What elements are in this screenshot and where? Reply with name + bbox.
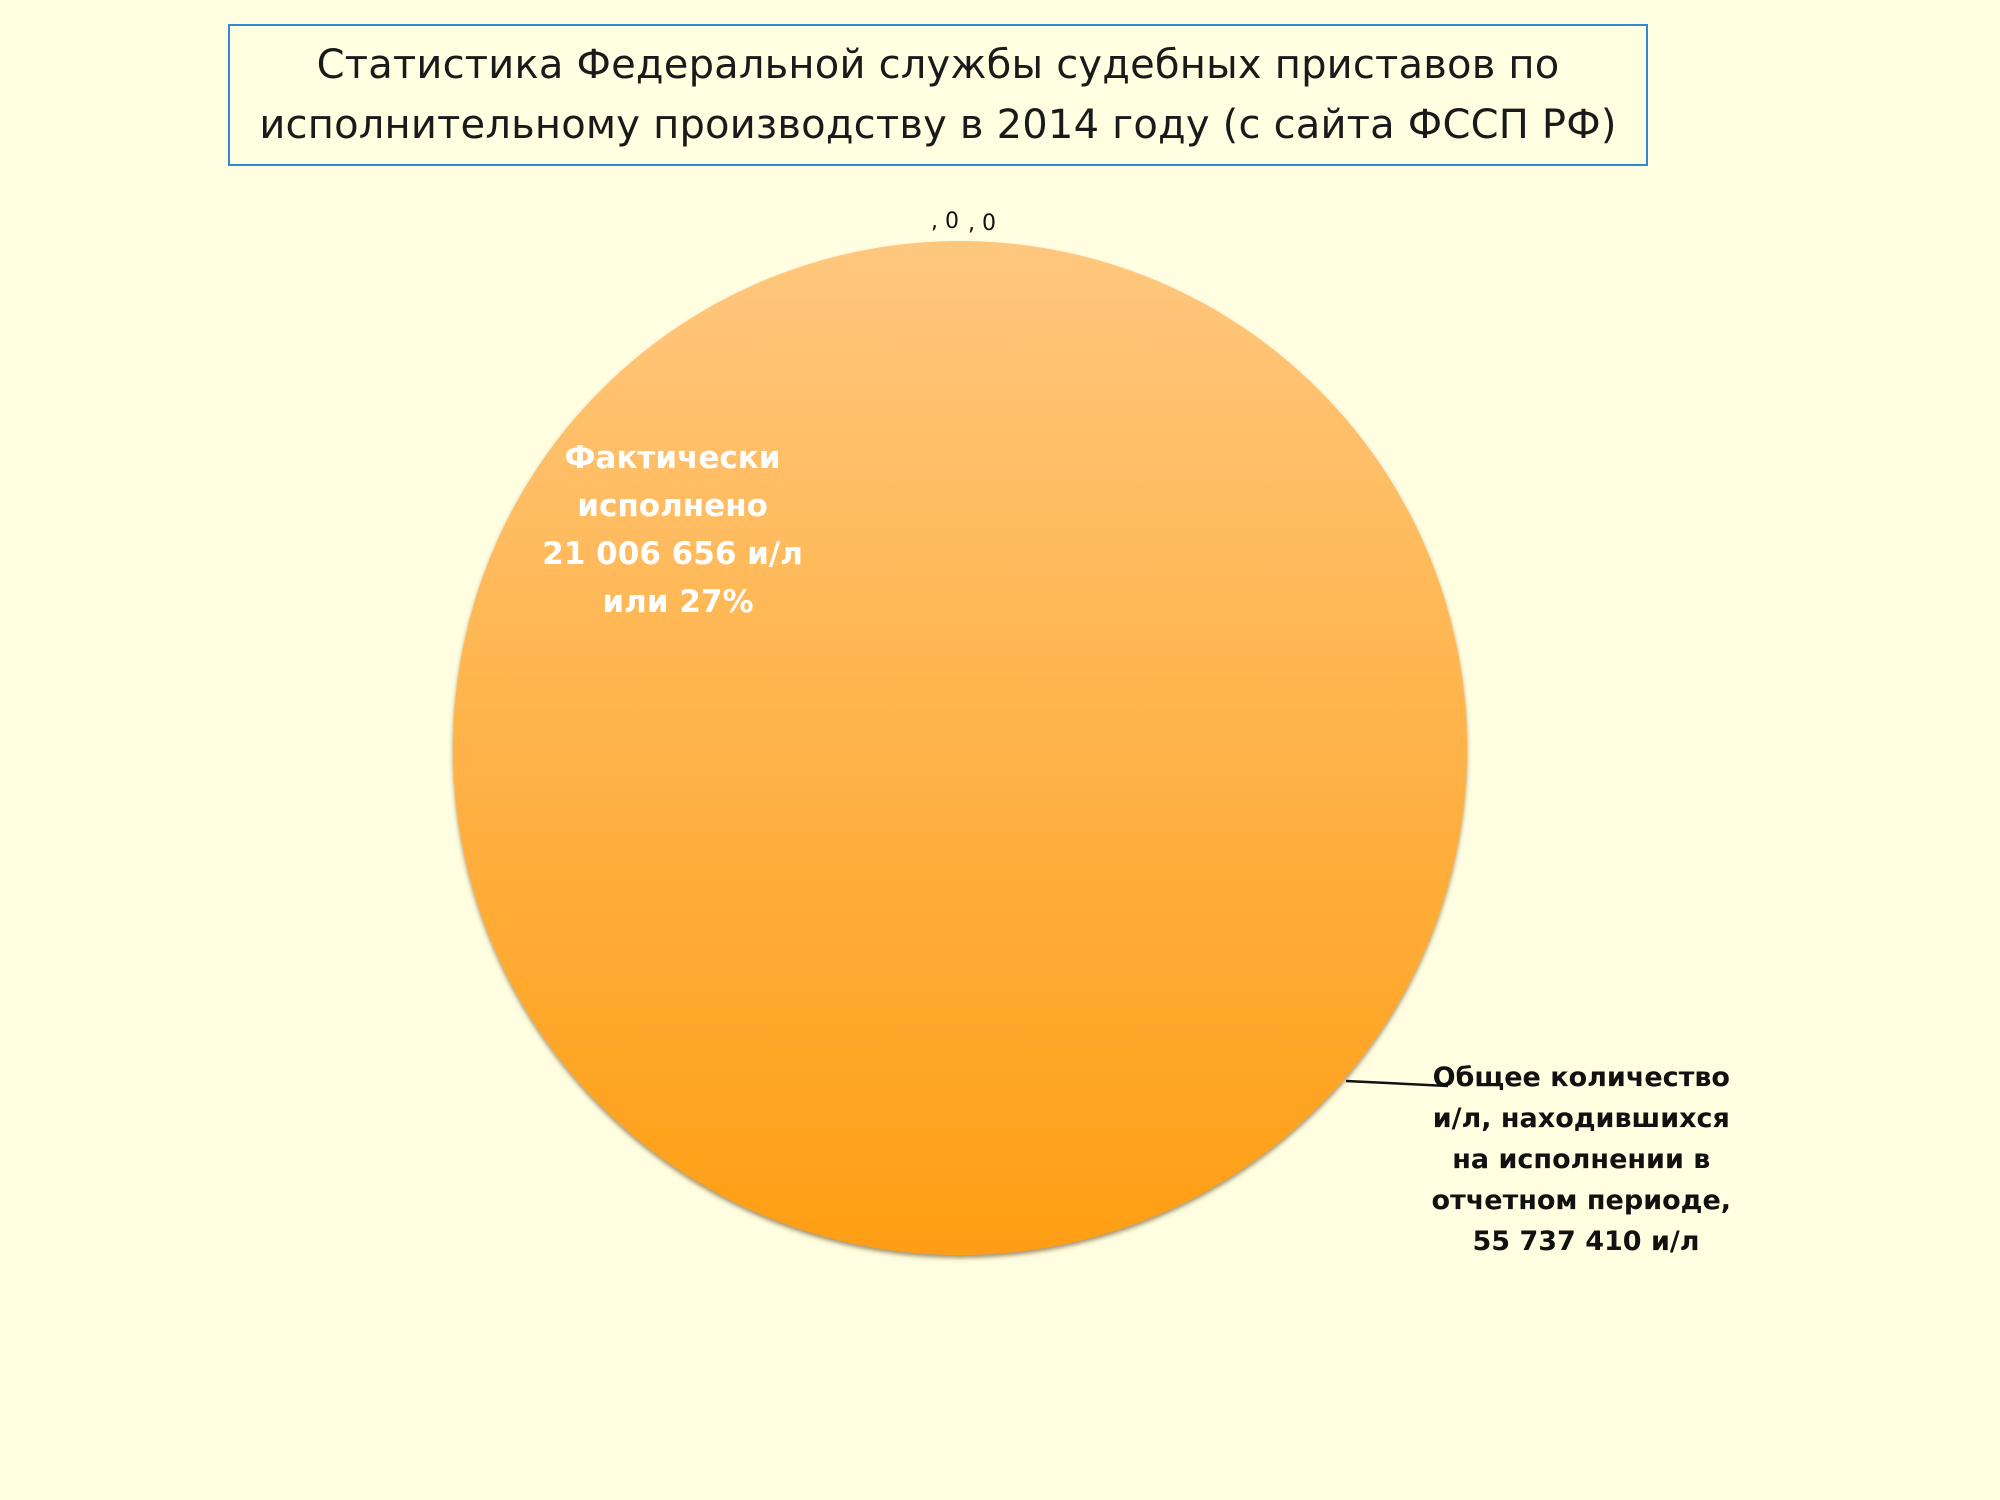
slice-label-total: Общее количество и/л, находившихся на ис… [1432, 1062, 1741, 1257]
leader-line [1345, 1079, 1449, 1088]
zero-label-2: , 0 [968, 211, 996, 236]
chart-title: Статистика Федеральной службы судебных п… [259, 42, 1617, 148]
zero-label-1: , 0 [931, 209, 959, 234]
title-box: Статистика Федеральной службы судебных п… [228, 24, 1648, 166]
slice-label-executed: Фактически исполнено 21 006 656 и/л или … [542, 440, 813, 620]
pie-slice-total [453, 241, 1467, 1255]
